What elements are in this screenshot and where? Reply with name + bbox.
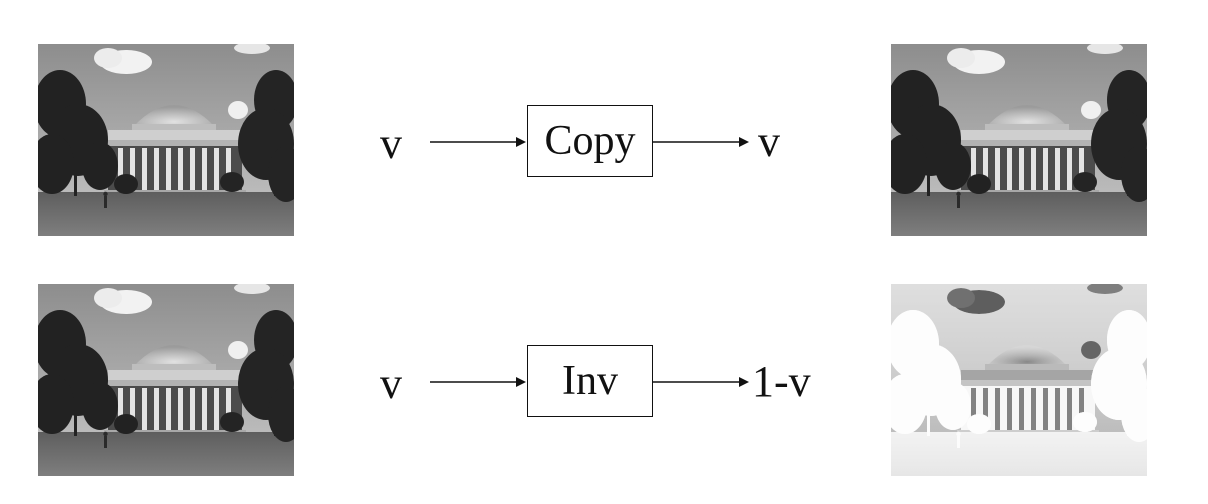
input-photo-row1 — [38, 44, 294, 236]
copy-operation-box: Copy — [527, 105, 653, 177]
input-symbol-row1: v — [380, 119, 402, 168]
campus-photo-inverted — [891, 284, 1147, 476]
arrow-in-row2 — [430, 376, 526, 388]
campus-photo — [38, 44, 294, 236]
campus-photo — [891, 44, 1147, 236]
campus-photo — [38, 284, 294, 476]
inv-operation-box: Inv — [527, 345, 653, 417]
input-photo-row2 — [38, 284, 294, 476]
arrow-out-row1 — [653, 136, 749, 148]
output-photo-row2-inverted — [891, 284, 1147, 476]
output-symbol-row1: v — [758, 117, 780, 166]
arrow-in-row1 — [430, 136, 526, 148]
input-symbol-row2: v — [380, 359, 402, 408]
output-symbol-row2: 1-v — [752, 357, 811, 406]
output-photo-row1 — [891, 44, 1147, 236]
arrow-out-row2 — [653, 376, 749, 388]
